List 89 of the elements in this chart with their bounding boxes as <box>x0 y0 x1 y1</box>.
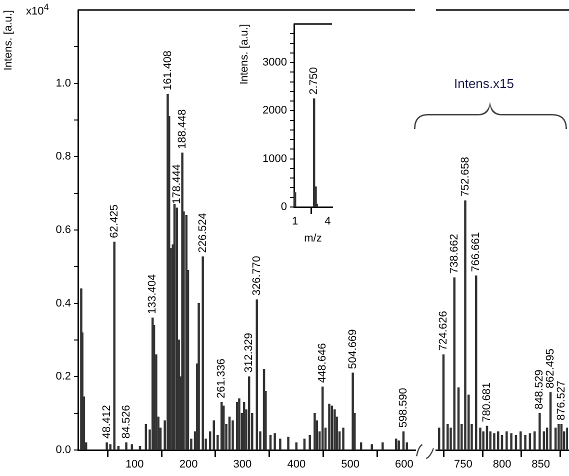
bar <box>279 438 282 450</box>
y-tick-label: 0.6 <box>56 224 71 236</box>
bar <box>287 436 290 450</box>
annotation: 876.527 <box>555 380 568 420</box>
bar <box>202 256 204 450</box>
y-tick-label: 0.4 <box>56 297 71 310</box>
bar <box>538 413 541 450</box>
bar <box>106 442 108 450</box>
bar <box>303 438 306 450</box>
bar <box>295 442 298 450</box>
x-tick-label: 500 <box>341 458 360 471</box>
annotation: 766.661 <box>470 232 482 272</box>
annotation: 326.770 <box>250 256 263 296</box>
bar <box>334 409 336 450</box>
bar <box>232 420 234 450</box>
y-tick-label: 0.0 <box>56 444 71 456</box>
y-tick-label: 1000 <box>262 152 287 165</box>
bar <box>479 428 482 450</box>
bar <box>314 413 316 450</box>
annotation: 261.336 <box>216 358 228 398</box>
bar <box>113 242 116 450</box>
annotation: 84.526 <box>120 405 132 439</box>
annotation: 178.444 <box>170 164 183 204</box>
annotation: 188.448 <box>176 109 188 149</box>
y-tick-label: 2000 <box>262 104 287 117</box>
y-axis-title: Intens. [a.u.] <box>2 10 15 71</box>
annotation: 504.669 <box>346 329 359 369</box>
x-tick-label: 100 <box>125 458 144 471</box>
bar <box>294 192 296 207</box>
bar <box>382 442 384 450</box>
y-tick-label: 0.8 <box>56 150 71 163</box>
bar <box>130 444 134 450</box>
x-tick-label: 1 <box>292 216 298 228</box>
bar <box>510 433 512 450</box>
bar <box>342 428 344 450</box>
annotation: 724.626 <box>438 310 450 351</box>
bar <box>464 200 466 450</box>
annotation: 862.495 <box>544 348 557 388</box>
annotation: 312.329 <box>243 332 256 373</box>
y-tick-label: 3000 <box>262 56 287 69</box>
bar <box>506 431 508 450</box>
x-tick-label: 850 <box>532 458 550 471</box>
bar <box>117 446 120 450</box>
x-tick-label: 400 <box>287 458 306 471</box>
bar <box>398 440 400 450</box>
x-axis-title: m/z <box>304 232 322 244</box>
bar <box>370 444 373 450</box>
bar <box>520 431 522 450</box>
bar <box>212 420 216 450</box>
x-tick-label: 800 <box>492 458 512 471</box>
x-tick-label: 600 <box>395 458 414 471</box>
annotation: 161.408 <box>162 50 174 90</box>
y-tick-label: 1.0 <box>56 77 71 90</box>
bar <box>524 435 526 450</box>
y-axis-title: Intens. [a.u.] <box>238 24 251 85</box>
x-tick-label: 750 <box>454 458 472 471</box>
x-tick-label: 200 <box>179 458 198 471</box>
bar <box>566 428 568 450</box>
bar <box>125 442 128 450</box>
text: x10$^{4}$ <box>26 2 49 18</box>
annotation: 738.662 <box>448 234 460 274</box>
bar <box>308 435 311 450</box>
annotation: 2.750 <box>308 67 320 95</box>
bar <box>274 433 276 450</box>
x-tick-label: 300 <box>233 458 252 471</box>
annotation: 780.681 <box>481 382 494 422</box>
annotation: 448.646 <box>316 343 329 383</box>
bar <box>493 433 496 450</box>
annotation: 848.529 <box>534 370 546 410</box>
bar <box>395 438 398 450</box>
bar <box>138 446 142 450</box>
annotation: Intens.x15 <box>454 76 514 91</box>
y-tick-label: 0 <box>280 201 287 214</box>
bar <box>238 398 240 450</box>
y-tick-label: 0.2 <box>56 370 71 383</box>
bar <box>446 424 449 450</box>
bar <box>328 404 330 450</box>
bar <box>558 424 560 450</box>
bar <box>352 372 354 450</box>
annotation: 133.404 <box>146 274 159 314</box>
bar <box>453 277 456 450</box>
bar <box>185 215 188 450</box>
annotation: 48.412 <box>100 405 113 439</box>
annotation: 598.590 <box>397 388 410 428</box>
bar <box>269 435 272 450</box>
annotation: 226.524 <box>196 213 209 253</box>
x-tick-label: 4 <box>324 216 331 228</box>
annotation: 752.658 <box>459 156 472 197</box>
annotation: 62.425 <box>108 204 120 238</box>
